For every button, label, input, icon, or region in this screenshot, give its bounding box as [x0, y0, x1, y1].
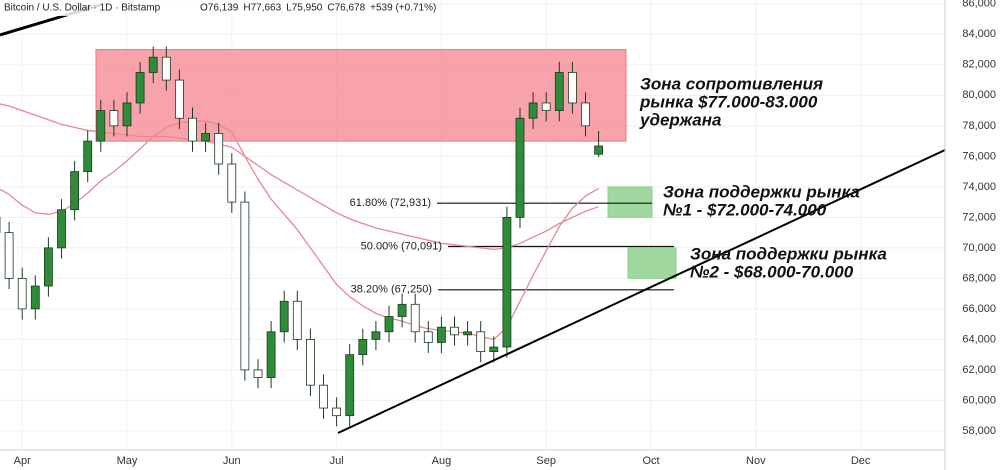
x-tick-label: Dec [851, 455, 871, 467]
ohlc-label: L75,950 [286, 3, 323, 14]
candle-body [174, 79, 184, 119]
ohlc-legend: O76,139 H77,663 L75,950 C76,678 +539 (+0.71%… [200, 3, 436, 14]
zones [95, 49, 677, 291]
candle-body [345, 354, 355, 417]
y-tick-label: 78,000 [962, 120, 996, 132]
y-tick-label: 86,000 [962, 0, 996, 10]
ohlc-label: +539 (+0.71%) [370, 3, 436, 14]
zone-note: рынка $77.000-83.000 [639, 92, 818, 111]
y-tick-label: 58,000 [962, 425, 996, 437]
candle-body [201, 133, 211, 142]
zone [95, 49, 627, 142]
candle-body [502, 216, 512, 348]
candle-body [410, 303, 420, 333]
candle-body [292, 300, 302, 340]
candle-body [319, 384, 328, 409]
candle-body [240, 201, 250, 371]
candle-body [450, 326, 459, 336]
candle-body [371, 331, 381, 340]
candle-body [96, 110, 106, 142]
y-tick-label: 74,000 [962, 181, 996, 193]
zone-note: №2 - $68.000-70.000 [690, 262, 854, 281]
y-tick-label: 80,000 [962, 89, 996, 101]
candle-body [476, 331, 486, 353]
x-tick-label: Oct [642, 455, 659, 467]
x-tick-label: Jun [223, 455, 241, 467]
candle-body [188, 117, 197, 142]
candle-body [528, 102, 538, 119]
candle-body [70, 171, 79, 211]
ohlc-label: O76,139 [200, 3, 239, 14]
fib-label: 38.20% (67,250) [351, 284, 432, 296]
candle-body [305, 339, 315, 386]
candle-body [332, 407, 342, 417]
zone-note: №1 - $72.000-74.000 [663, 200, 827, 219]
plot [0, 46, 603, 427]
header: Bitcoin / U.S. Dollar · 1D · Bitstamp [4, 3, 161, 14]
zone [627, 247, 677, 279]
y-tick-label: 68,000 [962, 272, 996, 284]
zone-note: Зона поддержки рынка [690, 244, 887, 263]
fib-label: 50.00% (70,091) [361, 240, 442, 252]
candle-body [44, 247, 53, 287]
candle-body [214, 133, 224, 165]
candle-body [568, 72, 577, 104]
candle-body [436, 326, 446, 343]
y-tick-label: 70,000 [962, 242, 996, 254]
candle-body [161, 56, 171, 81]
candle-body [253, 369, 263, 378]
candle-body [463, 331, 473, 336]
x-tick-label: Nov [746, 455, 766, 467]
y-tick-label: 66,000 [962, 303, 996, 315]
axes: 58,000 60,000 62,000 64,000 66,000 68,000 70,0… [14, 0, 996, 467]
candle-body [489, 346, 499, 353]
candle-body [148, 56, 158, 73]
candle-body [266, 331, 276, 378]
trend-line [337, 149, 946, 434]
candle-body [397, 303, 407, 317]
y-tick-label: 60,000 [962, 394, 996, 406]
candle-body [541, 102, 551, 111]
y-tick-label: 76,000 [962, 150, 996, 162]
candle-body [83, 140, 93, 173]
candle-body [384, 316, 394, 333]
candle-body [122, 102, 132, 127]
y-tick-label: 64,000 [962, 333, 996, 345]
fib-label: 61.80% (72,931) [350, 197, 431, 209]
candle-body [594, 145, 603, 155]
x-tick-label: May [117, 455, 138, 467]
candle-body [135, 72, 145, 104]
candle-body [279, 300, 289, 333]
candle-body [227, 163, 237, 203]
candle-body [4, 232, 14, 279]
y-tick-label: 62,000 [962, 364, 996, 376]
candle-body [30, 285, 40, 310]
x-tick-label: Jul [330, 455, 344, 467]
x-tick-label: Aug [432, 455, 452, 467]
candle-body [358, 339, 368, 356]
candle-body [515, 117, 525, 218]
x-tick-label: Apr [14, 455, 31, 467]
candle-body [554, 72, 564, 111]
ohlc-label: H77,663 [243, 3, 281, 14]
ohlc-label: C76,678 [327, 3, 365, 14]
y-tick-label: 84,000 [962, 28, 996, 40]
y-tick-label: 82,000 [962, 59, 996, 71]
candle-body [109, 110, 119, 127]
moving-average [0, 120, 599, 341]
candle-body [57, 209, 66, 249]
header-bg [0, 0, 420, 16]
candle-body [17, 277, 27, 310]
x-tick-label: Sep [536, 455, 556, 467]
zone-note: Зона сопротивления [640, 74, 823, 93]
candle-body [581, 102, 590, 127]
y-tick-label: 72,000 [962, 211, 996, 223]
zone [607, 186, 653, 218]
candle-body [423, 331, 433, 343]
zone-note: удержана [639, 110, 721, 129]
zone-note: Зона поддержки рынка [663, 182, 860, 201]
